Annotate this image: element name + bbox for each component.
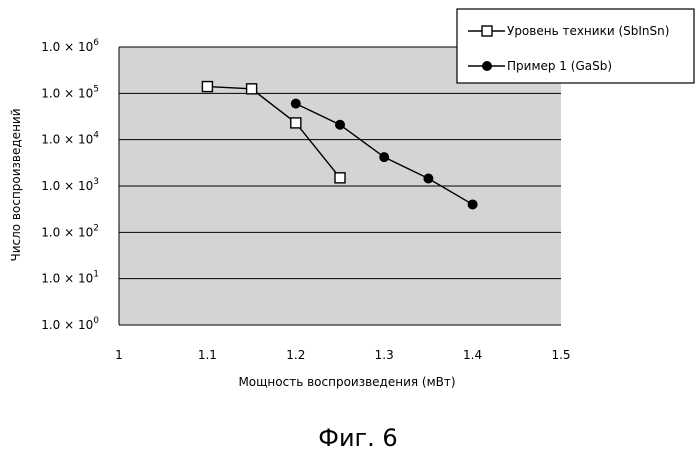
x-tick-label: 1.5	[551, 348, 570, 362]
y-axis-title: Число воспроизведений	[9, 108, 23, 261]
y-tick-label: 1.0 × 103	[41, 177, 99, 193]
x-tick-label: 1.1	[198, 348, 217, 362]
data-point-square	[335, 173, 345, 183]
y-tick-label: 1.0 × 100	[41, 316, 99, 332]
legend-marker-circle	[482, 61, 492, 71]
y-tick-label: 1.0 × 105	[41, 84, 99, 100]
y-axis-ticks: 1.0 × 100 1.0 × 101 1.0 × 102 1.0 × 103 1.0 …	[41, 38, 99, 332]
data-point-circle	[423, 174, 433, 184]
data-point-circle	[468, 199, 478, 209]
data-point-circle	[379, 152, 389, 162]
legend-marker-square	[482, 26, 492, 36]
y-tick-label: 1.0 × 104	[41, 131, 99, 147]
legend-label: Уровень техники (SbInSn)	[507, 24, 669, 38]
x-tick-label: 1.4	[463, 348, 482, 362]
data-point-square	[291, 118, 301, 128]
x-axis-title: Мощность воспроизведения (мВт)	[238, 375, 455, 389]
legend: Уровень техники (SbInSn) Пример 1 (GaSb)	[457, 9, 694, 83]
grid	[119, 47, 561, 325]
x-axis-ticks: 1 1.1 1.2 1.3 1.4 1.5	[115, 348, 570, 362]
x-tick-label: 1.3	[375, 348, 394, 362]
data-point-square	[202, 82, 212, 92]
x-tick-label: 1	[115, 348, 123, 362]
y-tick-label: 1.0 × 102	[41, 223, 99, 239]
y-tick-label: 1.0 × 106	[41, 38, 99, 54]
legend-label: Пример 1 (GaSb)	[507, 59, 612, 73]
data-point-square	[247, 84, 257, 94]
data-point-circle	[291, 99, 301, 109]
y-tick-label: 1.0 × 101	[41, 270, 99, 286]
data-point-circle	[335, 120, 345, 130]
figure-caption: Фиг. 6	[318, 424, 397, 452]
x-tick-label: 1.2	[286, 348, 305, 362]
